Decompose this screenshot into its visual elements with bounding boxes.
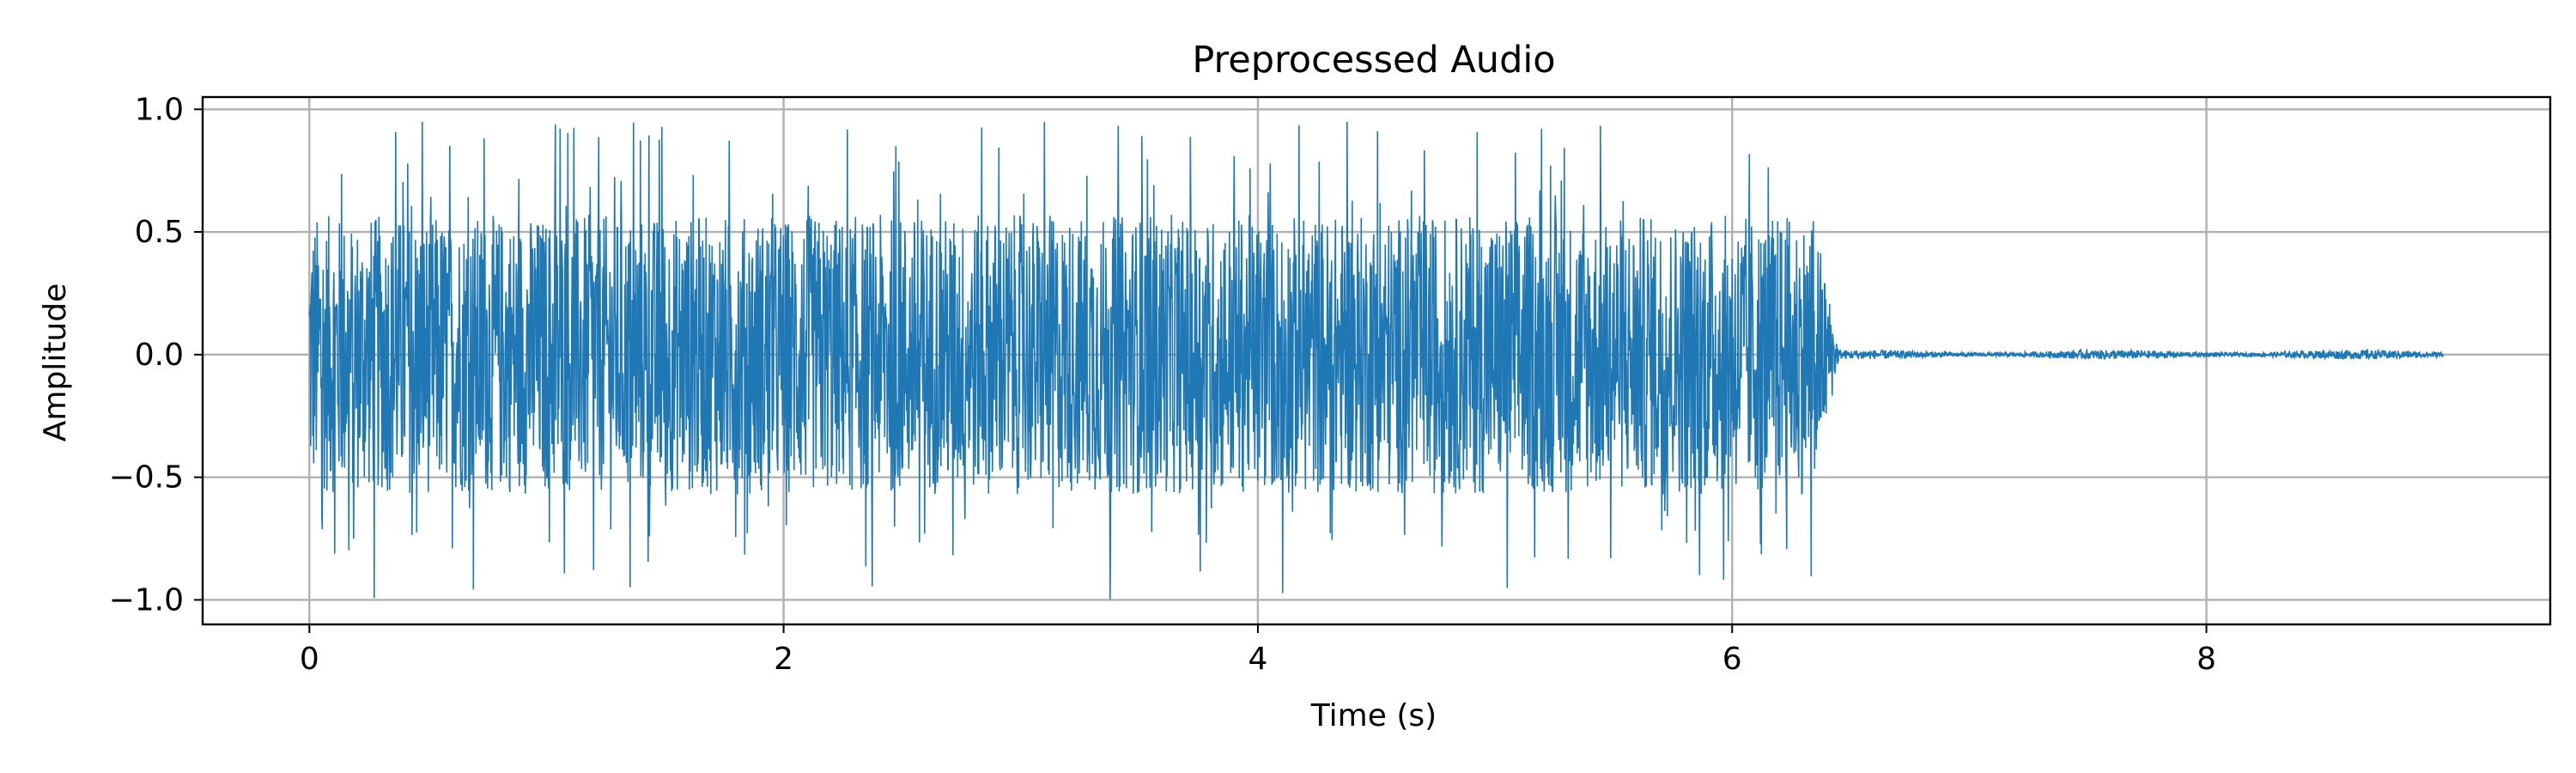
chart-title: Preprocessed Audio — [1192, 39, 1555, 82]
y-tick-label: 1.0 — [135, 92, 184, 127]
y-axis-ticks: 1.0 0.5 0.0 −0.5 −1.0 — [109, 92, 203, 618]
x-tick-label: 4 — [1248, 642, 1267, 677]
x-tick-label: 2 — [774, 642, 793, 677]
plot-frame — [201, 95, 2552, 626]
y-tick-label: 0.5 — [135, 215, 184, 250]
y-tick-label: 0.0 — [135, 338, 184, 373]
y-tick-label: −0.5 — [109, 460, 184, 496]
x-tick-label: 6 — [1722, 642, 1742, 677]
y-tick-label: −1.0 — [109, 582, 184, 618]
x-axis-ticks: 0 2 4 6 8 — [300, 624, 2216, 677]
grid-lines — [203, 97, 2550, 624]
waveform-series — [308, 121, 2445, 600]
x-tick-label: 0 — [300, 642, 319, 677]
x-axis-label: Time (s) — [1310, 698, 1437, 733]
x-tick-label: 8 — [2196, 642, 2216, 677]
y-axis-label: Amplitude — [38, 283, 73, 441]
waveform-line — [308, 121, 2445, 600]
